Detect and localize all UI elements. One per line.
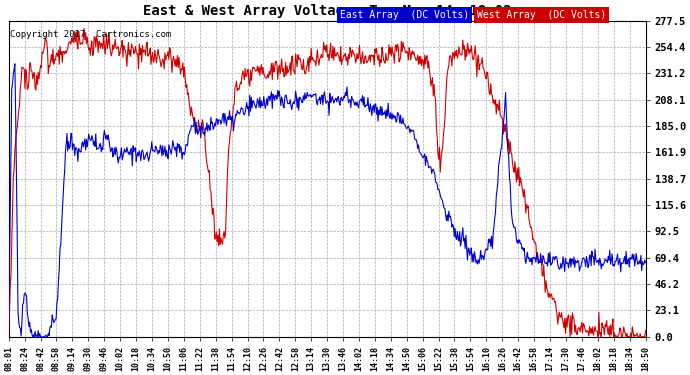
Title: East & West Array Voltage  Tue Mar 14  19:03: East & West Array Voltage Tue Mar 14 19:… (143, 4, 511, 18)
Text: Copyright 2017  Cartronics.com: Copyright 2017 Cartronics.com (10, 30, 171, 39)
Text: East Array  (DC Volts): East Array (DC Volts) (340, 10, 469, 20)
Text: West Array  (DC Volts): West Array (DC Volts) (477, 10, 606, 20)
